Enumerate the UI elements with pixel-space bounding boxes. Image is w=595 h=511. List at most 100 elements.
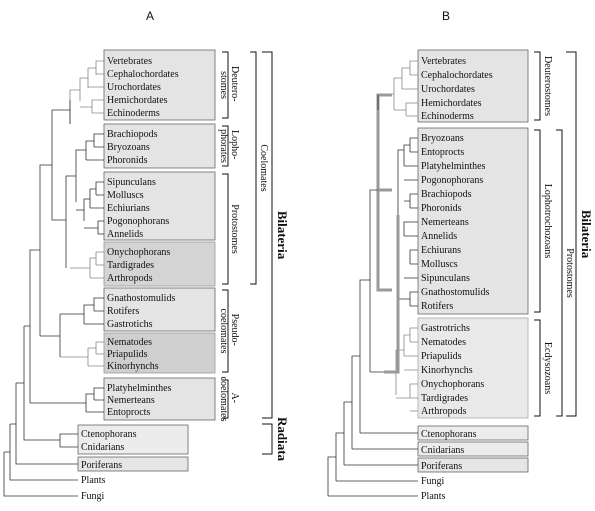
b-taxon-onychophorans: Onychophorans — [421, 379, 484, 390]
a-label-lophophorates: Lopho- phorates — [218, 129, 240, 163]
a-label-coelomates: Coelomates — [258, 144, 269, 191]
a-label-protostomes: Protostomes — [229, 204, 240, 254]
b-bracket-protostomes — [556, 129, 563, 417]
a-bracket-protostomes — [222, 173, 229, 285]
a-label-radiata: Radiata — [275, 417, 290, 462]
panel-a-title: A — [146, 9, 154, 23]
a-label-pseudocoelomates: Pseudo- coelomates — [218, 309, 240, 354]
b-thick-protostome-stem — [376, 93, 392, 292]
b-taxon-ctenophorans: Ctenophorans — [421, 429, 477, 440]
b-taxon-molluscs: Molluscs — [421, 259, 458, 270]
b-thick-ecdysozoan-stem — [384, 215, 400, 374]
a-tree-deuterostomes — [69, 60, 104, 124]
a-bracket-lophophorates — [222, 125, 229, 167]
a-tree-base — [3, 325, 78, 497]
a-label-bilateria: Bilateria — [275, 211, 290, 260]
a-taxon-gnathostomulids: Gnathostomulids — [107, 293, 175, 304]
a-taxon-onychophorans: Onychophorans — [107, 247, 170, 258]
a-bracket-deuterostomes — [222, 51, 229, 119]
b-tree-base — [327, 95, 418, 497]
a-box-radiata — [77, 424, 189, 455]
panel-b-title: B — [442, 9, 450, 23]
a-bracket-coelomates — [250, 51, 257, 285]
b-taxon-vertebrates: Vertebrates — [421, 56, 466, 67]
a-taxon-urochordates: Urochordates — [107, 82, 161, 93]
b-taxon-cephalochordates: Cephalochordates — [421, 70, 493, 81]
b-taxon-bryozoans: Bryozoans — [421, 133, 464, 144]
a-bracket-acoelomates — [222, 379, 229, 419]
b-taxon-plants: Plants — [421, 491, 446, 502]
a-taxon-poriferans: Poriferans — [81, 460, 122, 471]
b-taxon-poriferans: Poriferans — [421, 461, 462, 472]
b-taxon-sipunculans: Sipunculans — [421, 273, 470, 284]
a-taxon-cnidarians: Cnidarians — [81, 442, 124, 453]
a-taxon-plants: Plants — [81, 475, 106, 486]
a-tree-pseudo-join — [29, 164, 61, 404]
a-taxon-sipunculans: Sipunculans — [107, 177, 156, 188]
b-bracket-ecdysozoans — [534, 319, 541, 417]
a-bracket-radiata — [262, 423, 273, 455]
b-taxon-entoprocts: Entoprocts — [421, 147, 464, 158]
b-taxon-echinoderms: Echinoderms — [421, 111, 474, 122]
a-box-deuterostomes — [103, 49, 216, 121]
a-taxon-brachiopods: Brachiopods — [107, 129, 158, 140]
a-label-acoelomates-line1: A- — [229, 392, 240, 403]
a-bracket-bilateria — [262, 51, 273, 419]
a-taxon-arthropods: Arthropods — [107, 273, 153, 284]
b-box-ecdysozoans — [417, 317, 529, 419]
a-box-gnathifers — [103, 287, 216, 332]
a-label-pseudocoelomates-line2: coelomates — [218, 309, 229, 354]
b-taxon-tardigrades: Tardigrades — [421, 393, 468, 404]
a-taxon-annelids: Annelids — [107, 229, 143, 240]
b-taxon-hemichordates: Hemichordates — [421, 98, 482, 109]
b-taxon-pogonophorans: Pogonophorans — [421, 175, 483, 186]
a-taxon-ctenophorans: Ctenophorans — [81, 429, 137, 440]
b-box-deuterostomes — [417, 49, 529, 123]
a-box-panarthropods — [103, 241, 216, 287]
a-label-pseudocoelomates-line1: Pseudo- — [229, 314, 240, 346]
b-taxon-gnathostomulids: Gnathostomulids — [421, 287, 489, 298]
a-taxon-echiurians: Echiurians — [107, 203, 150, 214]
a-taxon-gastrotichs: Gastrotichs — [107, 319, 153, 330]
a-tree-gnathifers — [60, 297, 104, 325]
b-taxon-fungi: Fungi — [421, 476, 445, 487]
a-label-deuterostomes: Deutero- stomes — [218, 66, 240, 104]
b-label-deuterostomes: Deuterostomes — [542, 56, 553, 116]
a-taxon-phoronids: Phoronids — [107, 155, 148, 166]
b-label-ecdysozoans: Ecdysozoans — [542, 342, 553, 394]
a-tree-lophophorates — [75, 133, 104, 202]
a-taxon-hemichordates: Hemichordates — [107, 95, 168, 106]
a-taxon-molluscs: Molluscs — [107, 190, 144, 201]
b-bracket-bilateria — [566, 51, 577, 417]
b-bracket-deuterostomes — [534, 51, 541, 121]
a-taxon-fungi: Fungi — [81, 491, 105, 502]
b-label-bilateria: Bilateria — [579, 210, 594, 259]
b-tree-deuterostomes — [378, 60, 418, 117]
b-bracket-lophotrochozoans — [534, 129, 541, 313]
a-label-acoelomates: A- coelomates — [218, 377, 240, 422]
a-taxon-nemerteans: Nemerteans — [107, 395, 155, 406]
b-taxon-brachiopods: Brachiopods — [421, 189, 472, 200]
a-taxon-vertebrates: Vertebrates — [107, 56, 152, 67]
b-taxon-gastrotrichs: Gastrotrichs — [421, 323, 470, 334]
a-taxon-kinorhynchs: Kinorhynchs — [107, 361, 159, 372]
b-label-lophotrochozoans: Lophotrochozoans — [542, 184, 553, 259]
b-tree-lophotrochozoans — [397, 137, 418, 307]
b-taxon-echiurans: Echiurans — [421, 245, 461, 256]
b-box-lophotrochozoans — [417, 127, 529, 315]
b-taxon-cnidarians: Cnidarians — [421, 445, 464, 456]
b-taxon-nemerteans: Nemerteans — [421, 217, 469, 228]
b-tree-ecdysozoans — [384, 327, 418, 412]
a-label-deuterostomes-line1: Deutero- — [229, 66, 240, 102]
a-taxon-priapulids: Priapulids — [107, 349, 148, 360]
b-taxon-kinorhynchs: Kinorhynchs — [421, 365, 473, 376]
a-taxon-tardigrades: Tardigrades — [107, 260, 154, 271]
a-taxon-rotifers: Rotifers — [107, 306, 139, 317]
a-tree-acoelomates — [48, 387, 104, 413]
b-label-protostomes: Protostomes — [564, 248, 575, 298]
b-taxon-rotifers: Rotifers — [421, 301, 453, 312]
a-label-acoelomates-line2: coelomates — [218, 377, 229, 422]
panel-b: B Vertebrates Cephalochordates Urochorda… — [327, 9, 594, 502]
a-taxon-echinoderms: Echinoderms — [107, 108, 160, 119]
